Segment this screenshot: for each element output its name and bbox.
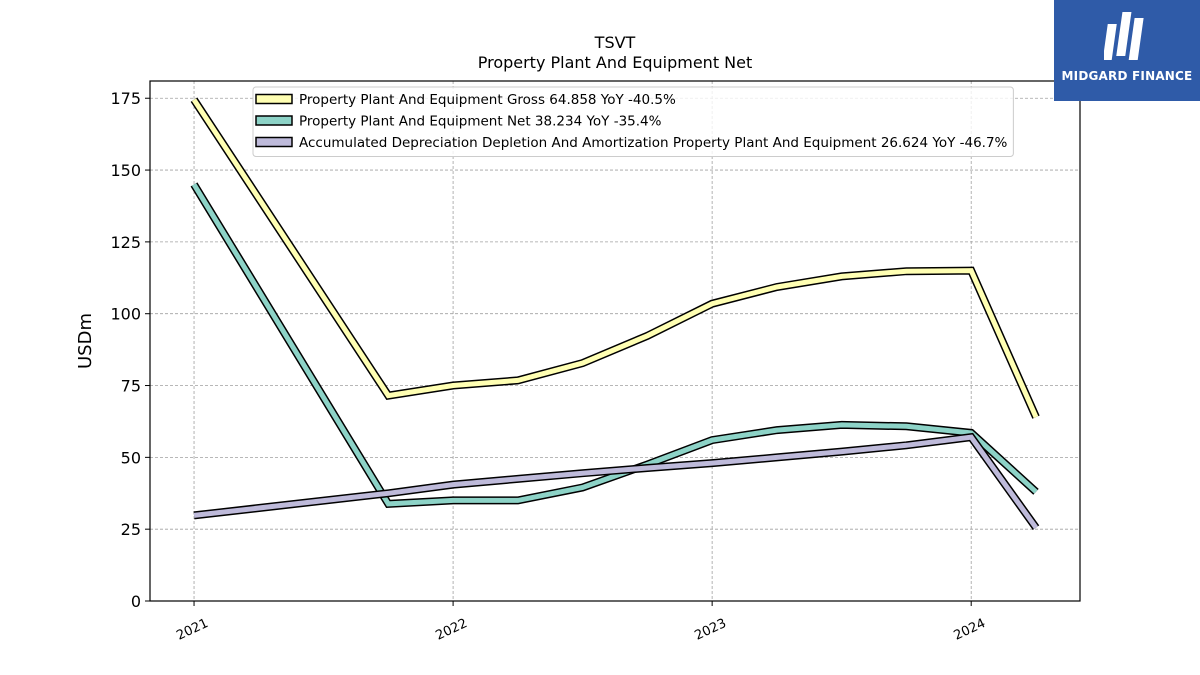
- series-3-outline: [193, 432, 1040, 531]
- y-tick-label: 125: [110, 233, 141, 252]
- legend-swatch: [255, 115, 293, 126]
- grid: [150, 81, 1080, 602]
- x-tick-label: 2022: [433, 616, 469, 644]
- y-axis-label: USDm: [75, 313, 96, 369]
- series-2-outline: [190, 182, 1039, 509]
- x-axis: 2021 2022 2023 2024: [174, 601, 988, 644]
- y-tick-label: 0: [131, 592, 141, 611]
- y-axis: 0 25 50 75 100 125 150 175: [110, 89, 150, 611]
- chart-title: TSVT: [594, 33, 636, 52]
- y-tick-label: 25: [121, 520, 141, 539]
- legend-swatch: [255, 93, 293, 105]
- legend-label: Accumulated Depreciation Depletion And A…: [299, 135, 1008, 151]
- legend-label: Property Plant And Equipment Gross 64.85…: [299, 92, 676, 108]
- midgard-logo-icon: [1104, 12, 1144, 60]
- legend-label: Property Plant And Equipment Net 38.234 …: [299, 114, 662, 130]
- logo: MIDGARD FINANCE: [1054, 0, 1200, 101]
- y-tick-label: 150: [110, 161, 141, 180]
- logo-text: MIDGARD FINANCE: [1061, 69, 1193, 83]
- series-1-line: [191, 98, 1039, 419]
- legend-frame: [252, 86, 1014, 157]
- x-tick-label: 2023: [692, 616, 728, 644]
- chart-subtitle: Property Plant And Equipment Net: [478, 53, 753, 72]
- x-tick-label: 2021: [174, 616, 210, 644]
- series-2-line: [191, 183, 1038, 507]
- series-3-line: [193, 434, 1039, 530]
- legend: Property Plant And Equipment Gross 64.85…: [252, 86, 1014, 157]
- y-tick-label: 175: [110, 89, 141, 108]
- x-tick-label: 2024: [952, 616, 988, 644]
- y-tick-label: 75: [121, 377, 141, 396]
- y-tick-label: 100: [110, 305, 141, 324]
- legend-swatch: [255, 136, 293, 148]
- y-tick-label: 50: [121, 448, 141, 467]
- plot-frame: [149, 80, 1081, 602]
- plot-area: [190, 97, 1040, 531]
